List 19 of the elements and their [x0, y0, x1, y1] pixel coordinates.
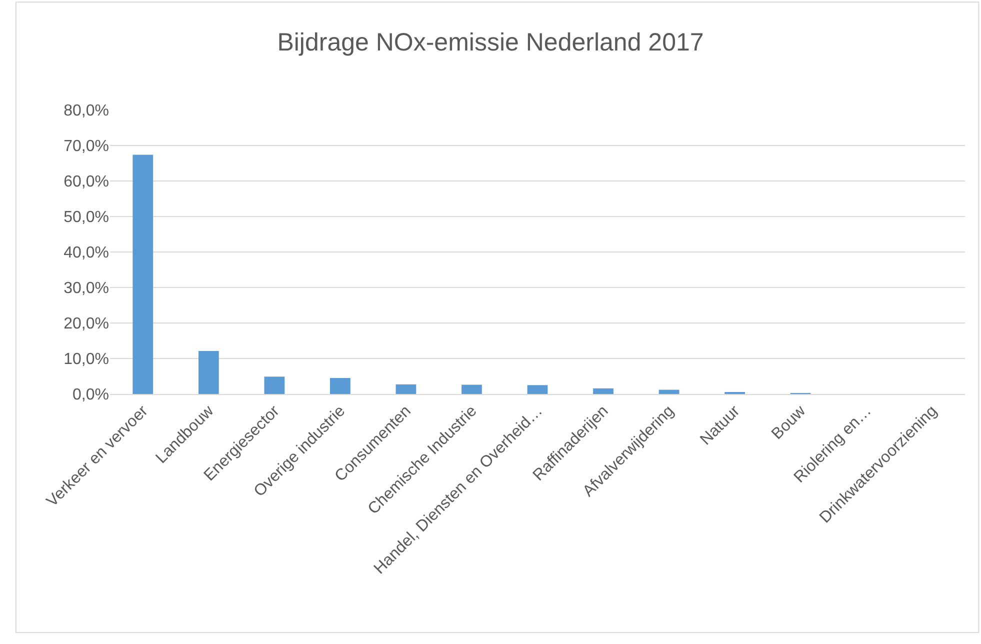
- bar: [462, 384, 482, 394]
- bar: [593, 388, 614, 394]
- bar: [527, 385, 548, 394]
- bar: [658, 390, 680, 394]
- y-tick-label: 10,0%: [64, 351, 109, 368]
- bar: [132, 154, 154, 394]
- bar: [330, 378, 350, 394]
- y-tick-label: 70,0%: [64, 138, 109, 156]
- y-tick-label: 30,0%: [64, 280, 109, 298]
- bar: [264, 376, 285, 394]
- bar: [396, 384, 416, 394]
- y-tick-label: 40,0%: [64, 244, 109, 262]
- y-tick-label: 0,0%: [72, 386, 109, 404]
- bar: [198, 351, 219, 394]
- y-tick-label: 60,0%: [64, 174, 109, 191]
- y-tick-label: 80,0%: [64, 102, 109, 120]
- y-tick-label: 20,0%: [64, 316, 109, 333]
- chart-title: Bijdrage NOx-emissie Nederland 2017: [277, 28, 704, 57]
- y-tick-label: 50,0%: [64, 209, 109, 226]
